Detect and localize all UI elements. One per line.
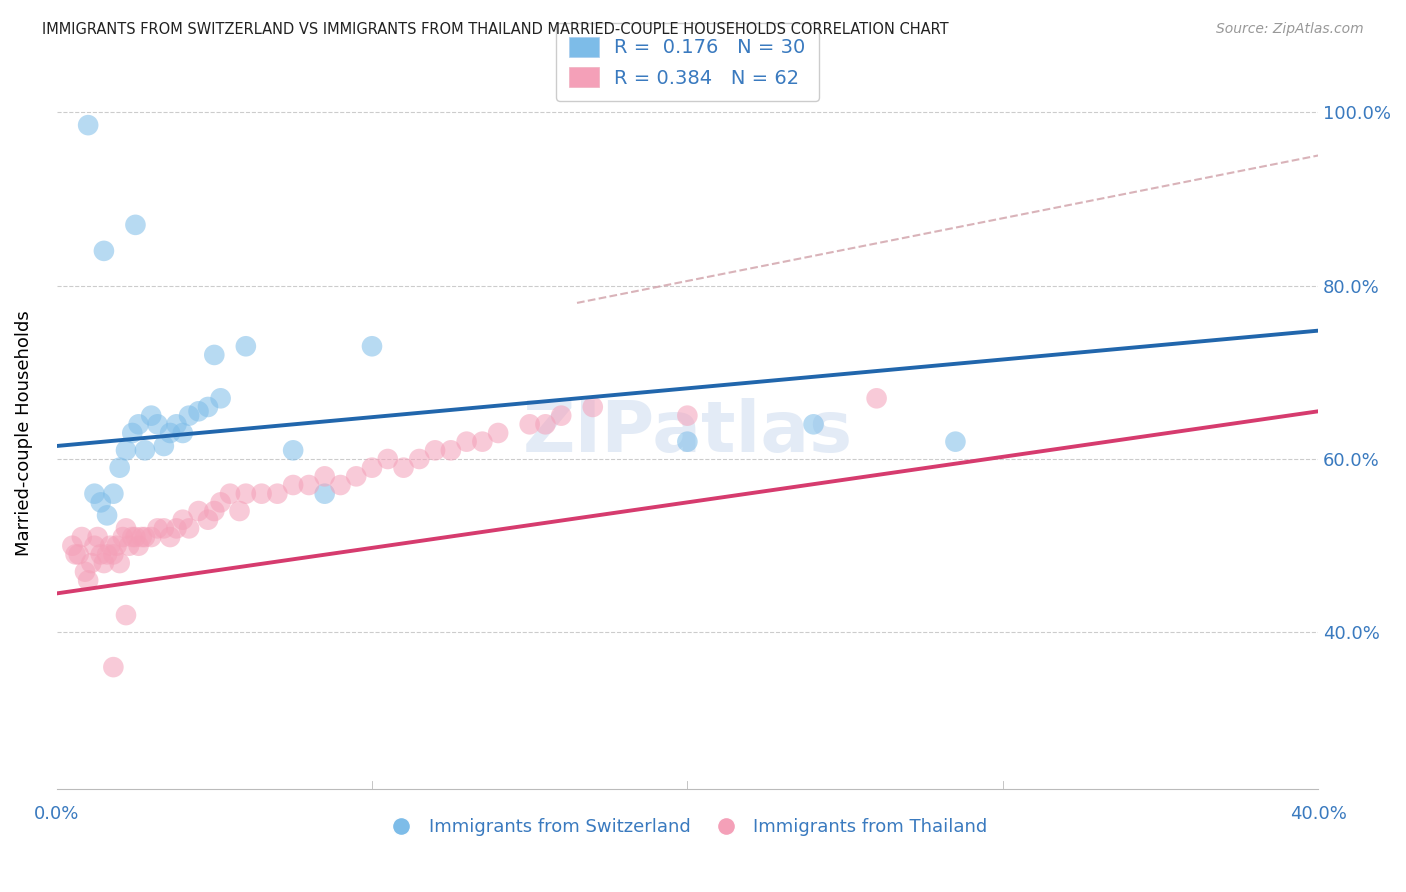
- Point: [172, 425, 194, 440]
- Point: [124, 218, 146, 232]
- Point: [98, 539, 121, 553]
- Point: [235, 339, 257, 353]
- Point: [128, 417, 150, 432]
- Point: [124, 530, 146, 544]
- Point: [90, 495, 112, 509]
- Point: [329, 478, 352, 492]
- Point: [96, 508, 118, 523]
- Point: [115, 521, 138, 535]
- Point: [131, 530, 153, 544]
- Point: [134, 443, 156, 458]
- Point: [121, 530, 143, 544]
- Point: [83, 486, 105, 500]
- Point: [209, 392, 232, 406]
- Point: [945, 434, 967, 449]
- Point: [202, 504, 225, 518]
- Point: [83, 539, 105, 553]
- Point: [177, 409, 200, 423]
- Legend: Immigrants from Switzerland, Immigrants from Thailand: Immigrants from Switzerland, Immigrants …: [380, 811, 995, 844]
- Point: [187, 504, 209, 518]
- Point: [115, 443, 138, 458]
- Point: [146, 521, 169, 535]
- Point: [166, 521, 188, 535]
- Point: [93, 556, 115, 570]
- Point: [408, 452, 430, 467]
- Point: [235, 486, 257, 500]
- Point: [266, 486, 288, 500]
- Point: [456, 434, 478, 449]
- Point: [159, 425, 181, 440]
- Point: [676, 409, 699, 423]
- Point: [77, 118, 100, 132]
- Point: [153, 521, 176, 535]
- Point: [314, 469, 336, 483]
- Point: [172, 513, 194, 527]
- Point: [865, 392, 887, 406]
- Text: ZIPatlas: ZIPatlas: [522, 399, 852, 467]
- Point: [281, 443, 304, 458]
- Point: [582, 400, 605, 414]
- Point: [108, 460, 131, 475]
- Point: [115, 608, 138, 623]
- Point: [423, 443, 446, 458]
- Point: [803, 417, 825, 432]
- Point: [103, 486, 125, 500]
- Point: [103, 660, 125, 674]
- Point: [159, 530, 181, 544]
- Point: [60, 539, 83, 553]
- Point: [108, 556, 131, 570]
- Point: [105, 539, 128, 553]
- Point: [65, 548, 87, 562]
- Point: [550, 409, 572, 423]
- Point: [676, 434, 699, 449]
- Point: [166, 417, 188, 432]
- Point: [153, 439, 176, 453]
- Point: [486, 425, 509, 440]
- Point: [534, 417, 557, 432]
- Point: [471, 434, 494, 449]
- Y-axis label: Married-couple Households: Married-couple Households: [15, 310, 32, 556]
- Point: [86, 530, 108, 544]
- Point: [377, 452, 399, 467]
- Point: [80, 556, 103, 570]
- Point: [134, 530, 156, 544]
- Point: [202, 348, 225, 362]
- Point: [197, 400, 219, 414]
- Point: [361, 460, 384, 475]
- Point: [128, 539, 150, 553]
- Point: [197, 513, 219, 527]
- Point: [103, 548, 125, 562]
- Text: Source: ZipAtlas.com: Source: ZipAtlas.com: [1216, 22, 1364, 37]
- Point: [209, 495, 232, 509]
- Point: [146, 417, 169, 432]
- Point: [281, 478, 304, 492]
- Point: [70, 530, 93, 544]
- Point: [177, 521, 200, 535]
- Point: [73, 565, 96, 579]
- Point: [314, 486, 336, 500]
- Point: [298, 478, 321, 492]
- Point: [344, 469, 367, 483]
- Point: [96, 548, 118, 562]
- Point: [118, 539, 141, 553]
- Point: [361, 339, 384, 353]
- Point: [250, 486, 273, 500]
- Point: [519, 417, 541, 432]
- Point: [141, 530, 163, 544]
- Point: [219, 486, 242, 500]
- Point: [187, 404, 209, 418]
- Point: [392, 460, 415, 475]
- Point: [141, 409, 163, 423]
- Point: [228, 504, 250, 518]
- Text: IMMIGRANTS FROM SWITZERLAND VS IMMIGRANTS FROM THAILAND MARRIED-COUPLE HOUSEHOLD: IMMIGRANTS FROM SWITZERLAND VS IMMIGRANT…: [42, 22, 949, 37]
- Point: [93, 244, 115, 258]
- Point: [121, 425, 143, 440]
- Point: [67, 548, 90, 562]
- Point: [111, 530, 134, 544]
- Point: [90, 548, 112, 562]
- Point: [440, 443, 463, 458]
- Point: [77, 574, 100, 588]
